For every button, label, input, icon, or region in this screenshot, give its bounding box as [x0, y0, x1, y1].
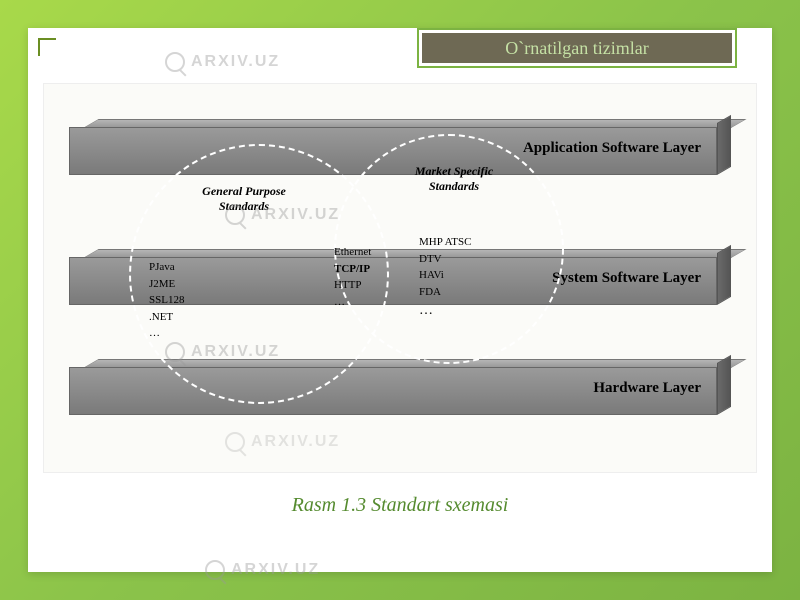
- search-icon: [225, 432, 245, 452]
- list-item: …: [334, 294, 371, 311]
- layer-label: Application Software Layer: [523, 140, 701, 157]
- search-icon: [205, 560, 225, 580]
- watermark-text: ARXIV.UZ: [251, 433, 340, 451]
- layer-side-face: [717, 245, 731, 305]
- list-general: PJava J2ME SSL128 .NET …: [149, 259, 184, 342]
- list-market: MHP ATSC DTV HAVi FDA …: [419, 234, 471, 321]
- list-item: HAVi: [419, 267, 471, 284]
- watermark: ARXIV.UZ: [225, 205, 340, 225]
- search-icon: [225, 205, 245, 225]
- list-overlap: Ethernet TCP/IP HTTP …: [334, 244, 371, 310]
- header-box: O`rnatilgan tizimlar: [417, 28, 737, 68]
- list-item: DTV: [419, 251, 471, 268]
- watermark-text: ARXIV.UZ: [231, 561, 320, 579]
- slide-frame: O`rnatilgan tizimlar Application Softwar…: [28, 28, 772, 572]
- list-item: …: [419, 300, 471, 321]
- layer-side-face: [717, 115, 731, 175]
- layer-label: System Software Layer: [552, 270, 701, 287]
- figure-caption: Rasm 1.3 Standart sxemasi: [28, 494, 772, 517]
- watermark-text: ARXIV.UZ: [251, 206, 340, 224]
- list-item: SSL128: [149, 292, 184, 309]
- watermark-text: ARXIV.UZ: [191, 53, 280, 71]
- list-item: Ethernet: [334, 244, 371, 261]
- venn-title-market: Market Specific Standards: [404, 164, 504, 194]
- list-item: MHP ATSC: [419, 234, 471, 251]
- layer-label: Hardware Layer: [593, 380, 701, 397]
- list-item: .NET: [149, 309, 184, 326]
- search-icon: [165, 342, 185, 362]
- diagram-area: Application Software Layer System Softwa…: [43, 83, 757, 473]
- layer-side-face: [717, 355, 731, 415]
- watermark: ARXIV.UZ: [165, 52, 280, 72]
- search-icon: [165, 52, 185, 72]
- list-item: HTTP: [334, 277, 371, 294]
- watermark: ARXIV.UZ: [225, 432, 340, 452]
- watermark: ARXIV.UZ: [165, 342, 280, 362]
- list-item: PJava: [149, 259, 184, 276]
- watermark: ARXIV.UZ: [205, 560, 320, 580]
- list-item: …: [149, 325, 184, 342]
- corner-accent: [38, 38, 56, 56]
- header-title: O`rnatilgan tizimlar: [422, 33, 732, 63]
- list-item: J2ME: [149, 276, 184, 293]
- list-item: FDA: [419, 284, 471, 301]
- list-item: TCP/IP: [334, 261, 371, 278]
- watermark-text: ARXIV.UZ: [191, 343, 280, 361]
